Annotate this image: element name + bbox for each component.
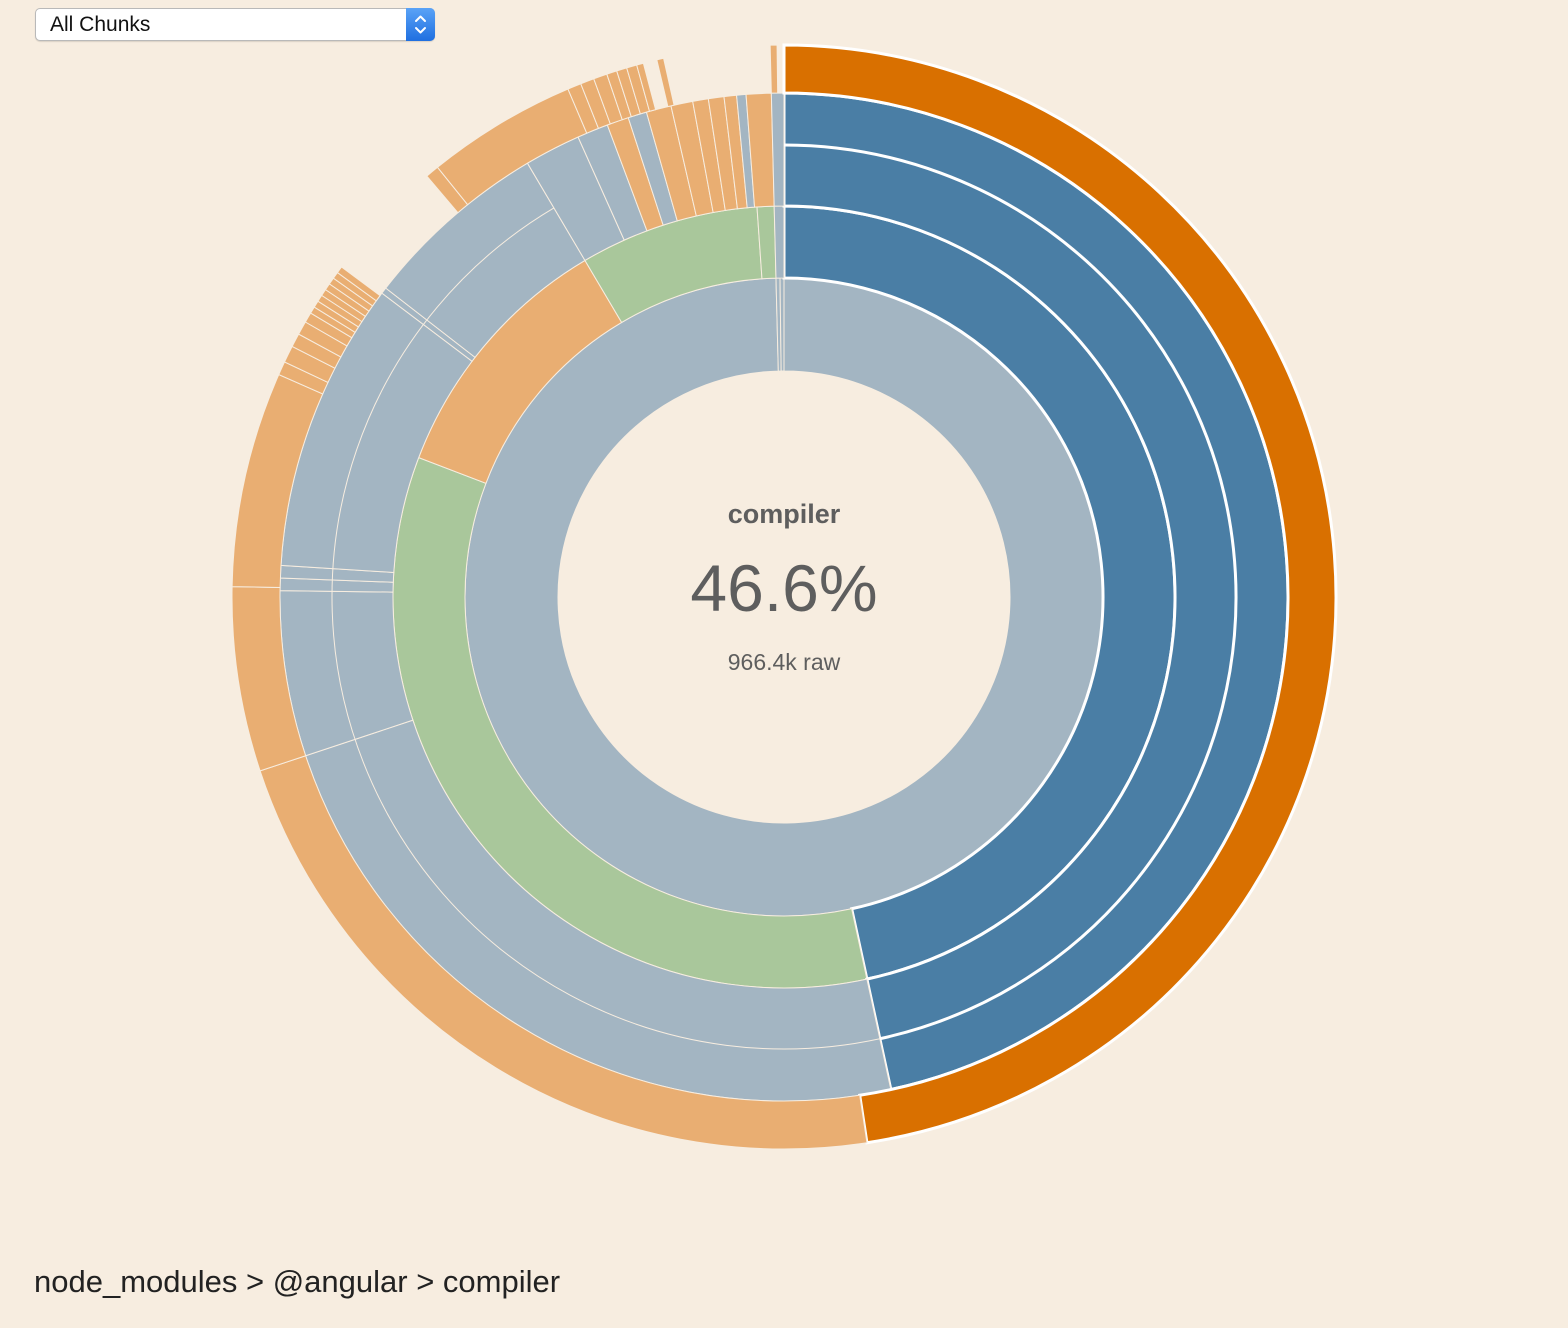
sunburst-arcs [231, 43, 1338, 1150]
chevron-up-down-icon[interactable] [406, 8, 435, 41]
sunburst-chart: compiler 46.6% 966.4k raw [231, 43, 1338, 1150]
breadcrumb: node_modules > @angular > compiler [34, 1264, 561, 1299]
sunburst-segment[interactable] [656, 57, 675, 108]
active-path-outline [783, 143, 1238, 1041]
center-raw-size: 966.4k raw [728, 649, 841, 675]
chunk-select-value: All Chunks [50, 13, 151, 36]
sunburst-segment[interactable] [336, 266, 381, 302]
ring-divider [331, 207, 880, 1050]
active-sunburst-segment[interactable] [782, 43, 1338, 1145]
chunk-select[interactable]: All Chunks [35, 8, 435, 41]
active-ring-divider [783, 143, 1238, 1041]
sunburst-segment[interactable] [769, 44, 779, 94]
center-node-name: compiler [728, 499, 841, 529]
sunburst-segment[interactable] [773, 205, 785, 279]
sunburst-segment[interactable] [636, 62, 657, 112]
sunburst-segment[interactable] [779, 277, 785, 372]
center-percentage: 46.6% [690, 551, 877, 625]
